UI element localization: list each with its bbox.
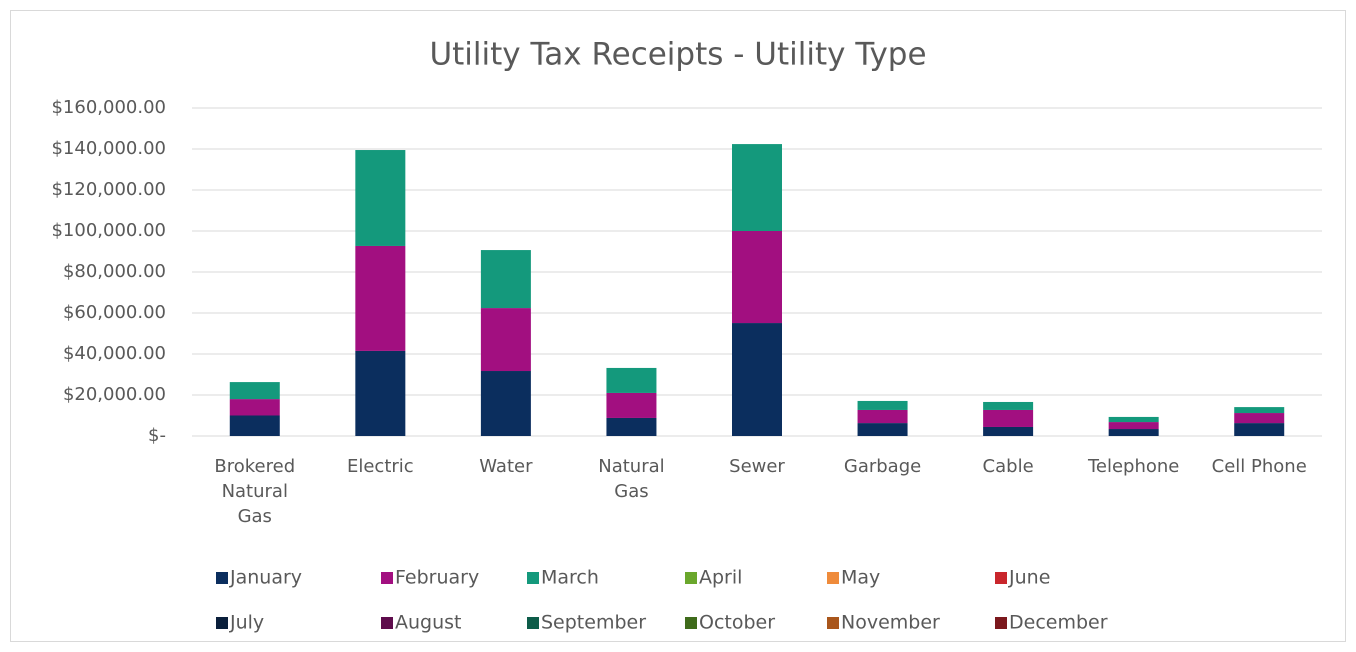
bar-segment	[1108, 422, 1159, 430]
legend-label: November	[841, 612, 940, 634]
bar-segment	[732, 144, 782, 231]
chart-border	[10, 10, 1346, 642]
x-tick-label: Cable	[982, 456, 1034, 477]
legend-label: September	[541, 612, 646, 634]
legend-swatch	[685, 572, 697, 584]
bar-segment	[732, 323, 782, 436]
legend-swatch	[995, 617, 1007, 629]
y-tick-label: $40,000.00	[63, 343, 166, 364]
x-tick-label: Natural Gas	[598, 456, 665, 502]
legend-swatch	[827, 572, 839, 584]
legend-swatch	[381, 572, 393, 584]
bar-segment	[983, 401, 1034, 410]
legend-swatch	[995, 572, 1007, 584]
y-tick-label: $100,000.00	[51, 220, 166, 241]
legend-label: June	[1008, 567, 1050, 589]
bar-segment	[1234, 407, 1285, 414]
y-tick-label: $120,000.00	[51, 179, 166, 200]
y-tick-label: $80,000.00	[63, 261, 166, 282]
bar-segment	[229, 399, 280, 416]
legend-swatch	[527, 572, 539, 584]
bar-segment	[480, 250, 531, 309]
x-tick-label: Brokered Natural Gas	[214, 456, 296, 527]
bar-segment	[606, 417, 657, 436]
legend-swatch	[216, 617, 228, 629]
bar-segment	[983, 409, 1034, 427]
legend-label: March	[541, 567, 599, 589]
y-tick-label: $-	[148, 425, 166, 446]
x-tick-label: Water	[479, 456, 533, 477]
bar-segment	[355, 150, 406, 246]
bar-segment	[606, 367, 657, 393]
x-tick-label: Cell Phone	[1211, 456, 1307, 477]
bar-segment	[1234, 423, 1285, 436]
bar-segment	[1108, 429, 1159, 436]
bar-segment	[229, 415, 280, 436]
legend-swatch	[527, 617, 539, 629]
legend-label: October	[699, 612, 775, 634]
bar-segment	[480, 308, 531, 372]
bar-segment	[983, 426, 1034, 436]
chart-title: Utility Tax Receipts - Utility Type	[429, 37, 926, 73]
bar-segment	[732, 231, 782, 324]
x-tick-label: Garbage	[843, 456, 922, 477]
bar-segment	[355, 245, 406, 351]
legend-swatch	[381, 617, 393, 629]
y-tick-label: $60,000.00	[63, 302, 166, 323]
bar-segment	[229, 382, 280, 400]
legend-label: August	[395, 612, 462, 634]
bar-segment	[1108, 416, 1159, 423]
legend-label: April	[699, 567, 742, 589]
bar-segment	[480, 371, 531, 436]
bar-segment	[857, 400, 908, 410]
legend-swatch	[216, 572, 228, 584]
bar-segment	[857, 423, 908, 436]
x-tick-label: Electric	[346, 456, 414, 477]
x-tick-label: Sewer	[729, 456, 785, 477]
legend-label: July	[229, 612, 264, 634]
legend-label: February	[395, 567, 479, 589]
y-tick-label: $140,000.00	[51, 138, 166, 159]
y-tick-label: $160,000.00	[51, 97, 166, 118]
y-tick-label: $20,000.00	[63, 384, 166, 405]
legend-label: May	[841, 567, 880, 589]
bar-segment	[1234, 413, 1285, 424]
bar-segment	[355, 350, 406, 436]
legend-swatch	[827, 617, 839, 629]
legend-label: December	[1009, 612, 1108, 634]
legend-label: January	[229, 567, 302, 589]
x-tick-label: Telephone	[1087, 456, 1180, 477]
bar-segment	[606, 392, 657, 418]
legend-swatch	[685, 617, 697, 629]
bar-segment	[857, 409, 908, 424]
